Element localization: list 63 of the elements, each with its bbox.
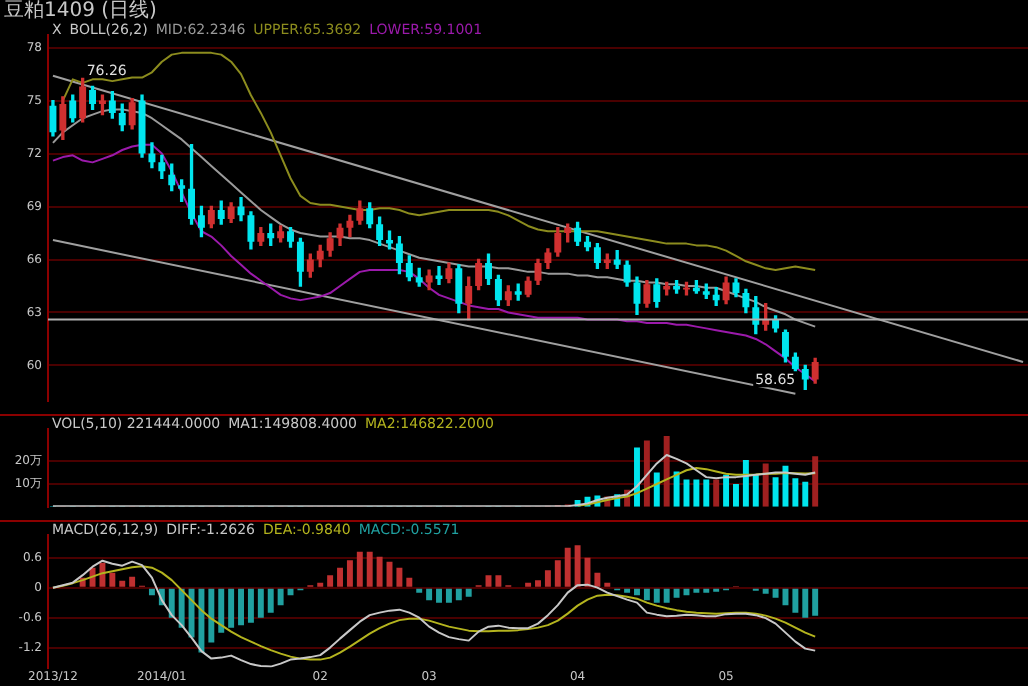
bar [772,588,779,598]
bar [327,575,334,587]
bar [752,474,759,507]
bar [673,471,680,507]
bar [733,483,739,507]
bar [406,577,413,587]
bar [653,588,660,603]
bar [277,588,284,606]
bar [455,588,462,601]
bar [792,478,799,507]
bar [238,588,244,626]
bar [693,479,700,507]
bar [436,588,442,603]
bar [802,481,809,507]
bar [673,588,680,598]
bar [535,580,541,587]
bar [762,463,769,507]
bar [148,588,155,596]
bar [109,572,116,587]
bar [564,547,571,587]
bar [742,460,749,507]
bar [218,588,225,633]
bar [129,576,136,587]
bar [168,588,175,618]
bar [228,588,235,628]
bar [713,479,720,507]
bar [356,551,363,587]
bar [208,588,215,643]
bar [653,472,660,507]
bar [495,575,502,587]
bar [663,436,670,507]
bar [119,580,126,587]
bar [723,474,730,507]
bar [762,588,769,594]
bar [465,588,472,597]
bar [396,567,403,587]
bar [792,588,799,613]
bar [247,588,254,623]
bar [346,560,353,587]
chart-title: 豆粕1409 (日线) [4,0,157,22]
bar [554,560,561,587]
bar [366,551,373,587]
bar [178,588,185,628]
bar [445,588,452,603]
bar [426,588,433,601]
bar [257,588,264,618]
bar [267,588,274,613]
bar [663,588,670,603]
candlestick [435,265,443,285]
bar [703,479,710,507]
bar [574,545,581,587]
bar [634,588,640,596]
bar [634,447,640,507]
bar [772,477,779,507]
bar [812,456,819,507]
bar [802,588,809,618]
bar [643,440,650,507]
bar [544,570,551,587]
bar [594,572,601,587]
bar [643,588,650,601]
bar [812,588,819,616]
bar [376,556,383,587]
bar [337,567,343,587]
